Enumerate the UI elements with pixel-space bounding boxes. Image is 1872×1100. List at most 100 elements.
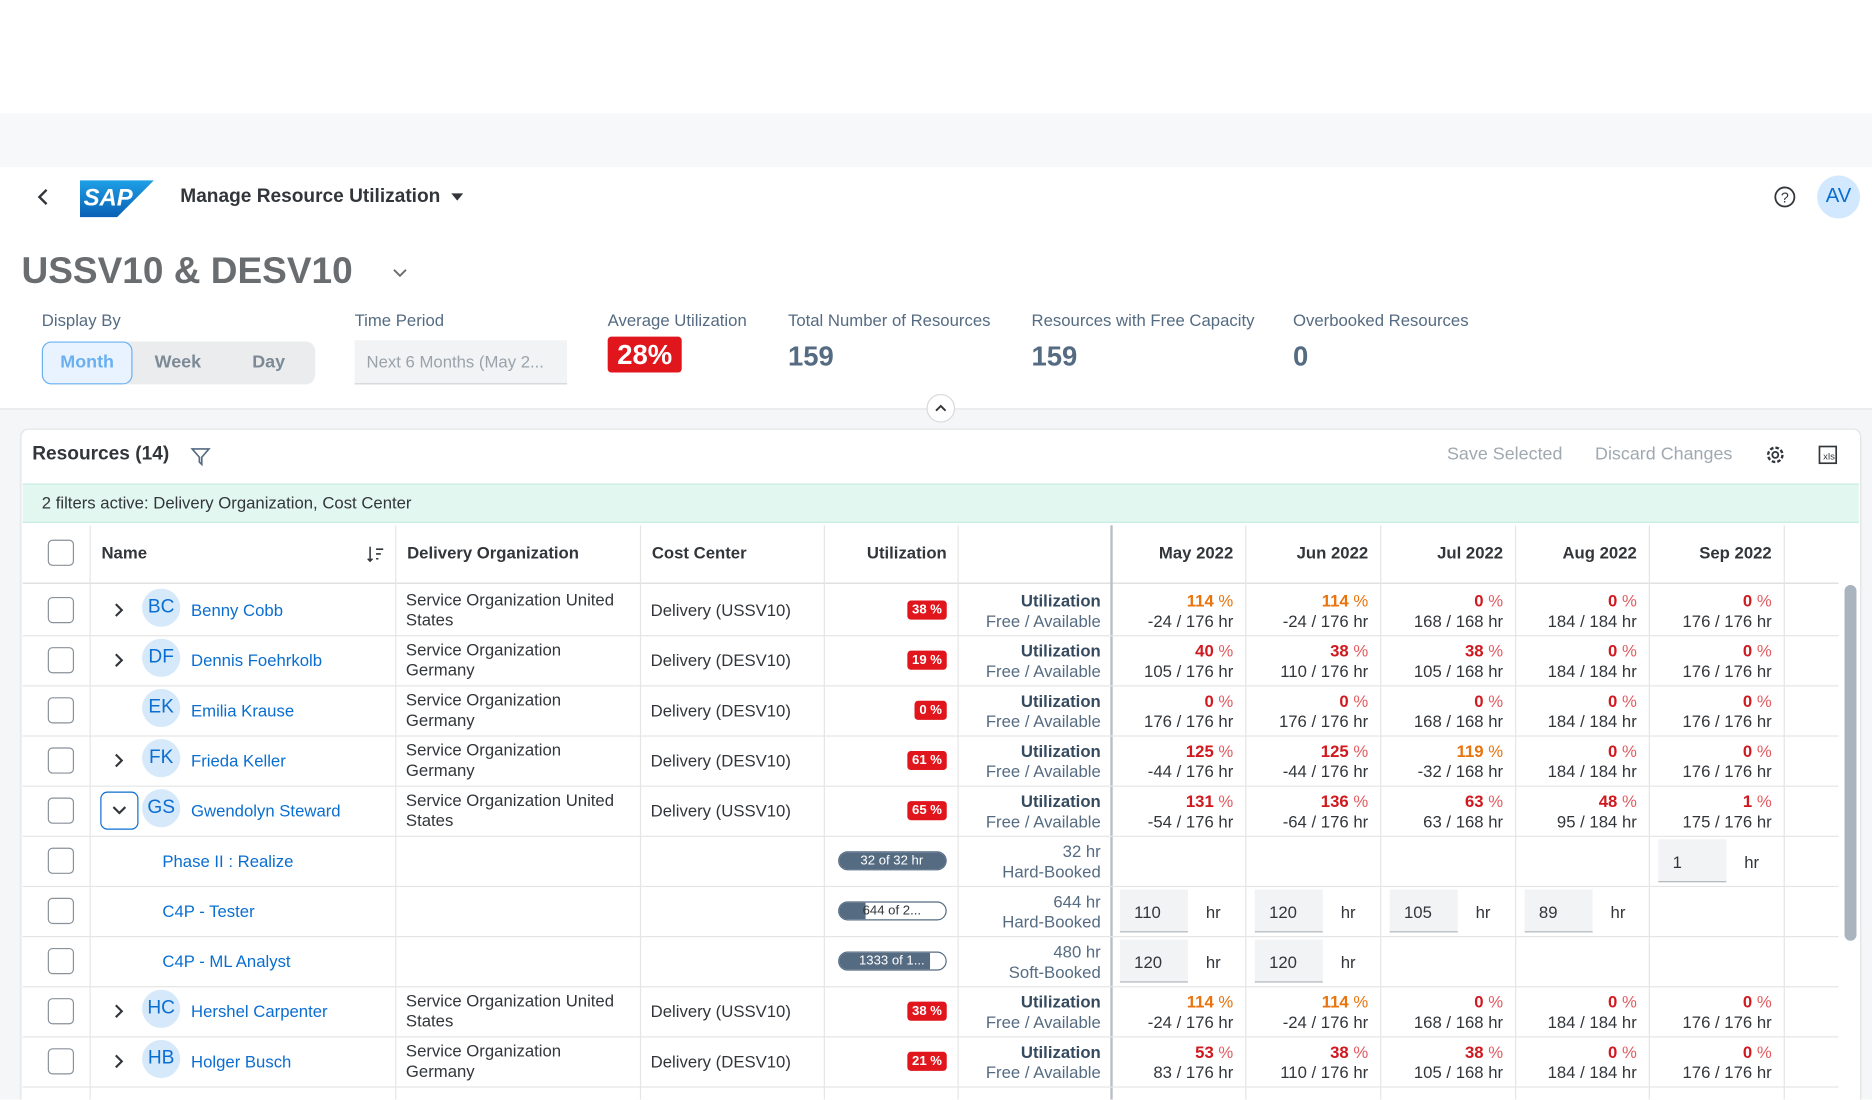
free-available-hours: 105 / 176 hr — [1144, 661, 1234, 681]
checkbox[interactable] — [47, 747, 75, 774]
row-label: Utilization — [1020, 741, 1101, 761]
utilization-percent: 114 % — [995, 991, 1233, 1012]
expand-row[interactable] — [112, 1053, 126, 1070]
segment-0[interactable] — [41, 341, 133, 385]
expand-row[interactable] — [112, 1003, 126, 1020]
utilization-percent: 114 % — [995, 590, 1233, 611]
time-period-input[interactable] — [354, 340, 568, 385]
utilization-percent: 0 % — [1398, 991, 1637, 1012]
row-label: Free / Available — [985, 811, 1101, 831]
utilization-percent: 0 % — [1533, 590, 1772, 611]
checkbox[interactable] — [47, 897, 75, 925]
percent-sign: % — [1621, 691, 1637, 711]
percent-value: 0 — [1742, 691, 1753, 711]
utilization-percent: 53 % — [995, 1041, 1233, 1062]
hours-unit: hr — [1340, 902, 1356, 922]
collapse-row-button[interactable] — [100, 791, 139, 830]
resource-name[interactable]: Emilia Krause — [191, 700, 295, 720]
title-variant-chevron[interactable] — [392, 267, 409, 279]
time-period-label: Time Period — [354, 310, 445, 330]
checkbox[interactable] — [47, 596, 75, 624]
export-icon[interactable]: xls — [1817, 444, 1841, 465]
hours-input[interactable] — [1254, 939, 1323, 983]
back-button[interactable] — [33, 186, 54, 207]
percent-sign: % — [1621, 641, 1637, 661]
title-dropdown[interactable] — [450, 191, 464, 203]
hours-input[interactable] — [1524, 889, 1593, 933]
column-divider — [957, 525, 959, 1100]
free-available-hours: -54 / 176 hr — [1147, 811, 1234, 831]
expand-row[interactable] — [112, 652, 126, 669]
utilization-percent: 48 % — [1398, 790, 1637, 811]
free-available-hours: 184 / 184 hr — [1547, 711, 1637, 731]
percent-value: 0 — [1474, 691, 1484, 711]
resource-name[interactable]: Benny Cobb — [191, 600, 284, 620]
percent-value: 0 — [1607, 641, 1618, 661]
resource-name[interactable]: Gwendolyn Steward — [191, 801, 341, 821]
delivery-org: Service Organization Germany — [405, 639, 562, 680]
resource-name[interactable]: Dennis Foehrkolb — [191, 650, 323, 670]
column-divider — [1110, 525, 1113, 1100]
percent-sign: % — [1756, 590, 1772, 611]
percent-value: 0 — [1742, 1042, 1753, 1062]
percent-value: 114 — [1321, 992, 1349, 1012]
hours-unit: hr — [1205, 902, 1221, 922]
checkbox[interactable] — [47, 847, 75, 874]
resource-name[interactable]: Hershel Carpenter — [191, 1001, 328, 1021]
expand-row[interactable] — [112, 602, 126, 619]
cost-center: Delivery (DESV10) — [650, 750, 791, 771]
app-title[interactable]: Manage Resource Utilization — [180, 186, 441, 207]
free-available-hours: 176 / 176 hr — [1682, 711, 1772, 731]
checkbox[interactable] — [47, 1048, 75, 1075]
avatar-initials: FK — [148, 747, 174, 768]
resource-name[interactable]: Frieda Keller — [191, 750, 286, 771]
toolbar-action[interactable]: Save Selected — [1446, 444, 1563, 465]
assignment-name[interactable]: C4P - Tester — [162, 901, 255, 921]
percent-sign: % — [1488, 1042, 1504, 1062]
assignment-name[interactable]: Phase II : Realize — [162, 851, 294, 871]
checkbox[interactable] — [47, 647, 75, 674]
assignment-name[interactable]: C4P - ML Analyst — [162, 951, 291, 971]
free-available-hours: 176 / 176 hr — [1682, 761, 1772, 781]
utilization-percent: 0 % — [1398, 690, 1637, 711]
column-divider — [1648, 525, 1650, 1100]
progress-bar — [838, 951, 947, 971]
help-icon[interactable]: ? — [1773, 185, 1797, 209]
utilization-percent: 0 % — [1264, 590, 1503, 611]
hours-input[interactable] — [1119, 939, 1188, 983]
avatar — [142, 1039, 181, 1079]
column-divider — [1245, 525, 1247, 1100]
scrollbar[interactable] — [1844, 585, 1857, 941]
filter-icon[interactable] — [190, 445, 211, 467]
toolbar-action[interactable]: Discard Changes — [1595, 444, 1733, 465]
hours-input-value: 120 — [1269, 902, 1297, 922]
expand-row[interactable] — [112, 752, 126, 769]
utilization-badge: 38 % — [907, 1001, 947, 1021]
checkbox[interactable] — [47, 797, 75, 824]
percent-sign: % — [1218, 791, 1234, 811]
progress-label: 1333 of 1... — [858, 953, 925, 969]
row-divider — [22, 835, 1839, 837]
checkbox[interactable] — [47, 539, 75, 566]
hours-input[interactable] — [1658, 839, 1727, 883]
row-label: Utilization — [1020, 1042, 1101, 1062]
row-divider — [22, 635, 1839, 637]
hours-input[interactable] — [1254, 889, 1323, 933]
sort-icon[interactable] — [367, 544, 386, 563]
row-label: Utilization — [1020, 590, 1101, 611]
resource-name[interactable]: Holger Busch — [191, 1051, 292, 1071]
avatar[interactable] — [1817, 175, 1861, 219]
column-header: Jul 2022 — [1437, 543, 1504, 563]
hours-input[interactable] — [1119, 889, 1188, 933]
percent-value: 0 — [1607, 741, 1618, 761]
collapse-button[interactable] — [926, 393, 956, 423]
checkbox[interactable] — [47, 998, 75, 1025]
checkbox[interactable] — [47, 697, 75, 724]
checkbox[interactable] — [47, 947, 75, 975]
delivery-org: Service Organization Germany — [405, 740, 562, 780]
settings-icon[interactable] — [1765, 444, 1786, 465]
percent-value: 38 — [1330, 641, 1349, 661]
hours-input[interactable] — [1389, 889, 1458, 933]
column-header: Name — [101, 543, 148, 563]
booking-type: Hard-Booked — [1002, 861, 1101, 882]
